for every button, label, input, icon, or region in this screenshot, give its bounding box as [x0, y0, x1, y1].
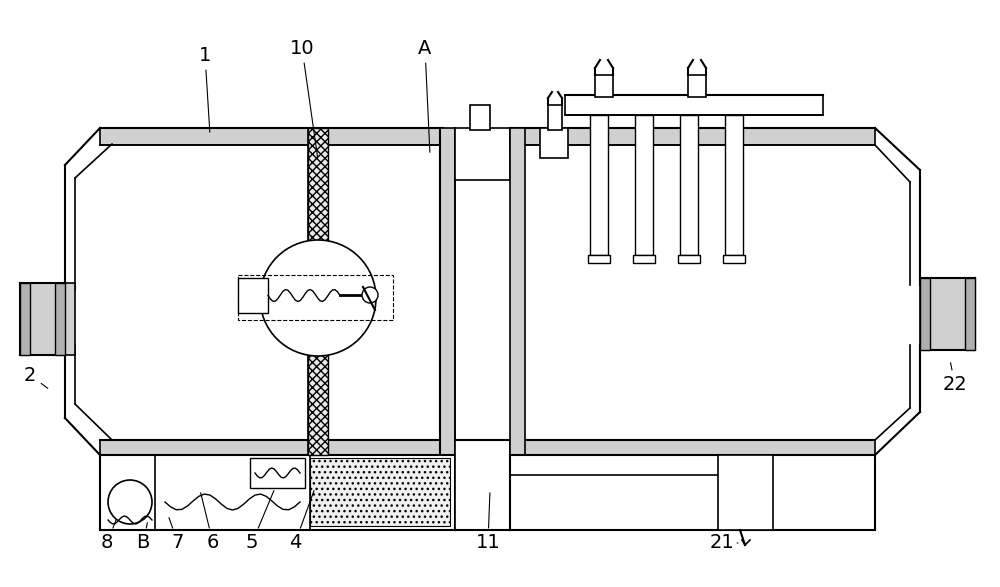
Bar — [100, 128, 443, 145]
Bar — [238, 278, 268, 313]
Bar — [250, 458, 305, 488]
Bar — [680, 115, 698, 255]
Text: 7: 7 — [169, 518, 184, 552]
Bar — [455, 440, 510, 530]
Text: B: B — [136, 522, 150, 552]
Bar — [633, 255, 655, 263]
Bar — [308, 128, 328, 455]
Circle shape — [260, 240, 376, 356]
Bar — [100, 440, 443, 455]
Bar — [635, 115, 653, 255]
Bar — [920, 278, 975, 350]
Bar — [590, 115, 608, 255]
Text: A: A — [418, 39, 432, 152]
Bar — [470, 105, 490, 130]
Text: 21: 21 — [710, 534, 738, 552]
Text: 2: 2 — [24, 366, 48, 389]
Bar — [510, 128, 875, 145]
Text: 8: 8 — [101, 512, 119, 552]
Bar — [238, 275, 393, 320]
Text: 11: 11 — [476, 492, 500, 552]
Bar — [20, 283, 75, 355]
Bar — [688, 75, 706, 97]
Bar — [595, 75, 613, 97]
Bar — [718, 455, 773, 530]
Bar — [20, 283, 30, 355]
Polygon shape — [525, 144, 910, 440]
Text: 10: 10 — [290, 39, 318, 157]
Circle shape — [362, 287, 378, 303]
Circle shape — [108, 480, 152, 524]
Bar — [510, 440, 875, 455]
Text: 5: 5 — [246, 491, 274, 552]
Bar — [100, 455, 455, 530]
Bar — [678, 255, 700, 263]
Bar — [920, 278, 930, 350]
Bar — [440, 128, 455, 455]
Polygon shape — [75, 144, 440, 440]
Bar — [55, 283, 65, 355]
Bar — [965, 278, 975, 350]
Bar — [310, 458, 450, 526]
Text: 4: 4 — [289, 491, 314, 552]
Bar — [510, 455, 710, 525]
Text: 22: 22 — [943, 363, 967, 394]
Bar — [510, 128, 525, 455]
Bar — [723, 255, 745, 263]
Bar — [510, 455, 875, 530]
Text: 1: 1 — [199, 46, 211, 132]
Bar — [548, 105, 562, 130]
Bar — [540, 128, 568, 158]
Bar — [455, 128, 510, 180]
Bar — [725, 115, 743, 255]
Bar — [565, 95, 823, 115]
Text: 6: 6 — [201, 492, 219, 552]
Bar — [588, 255, 610, 263]
